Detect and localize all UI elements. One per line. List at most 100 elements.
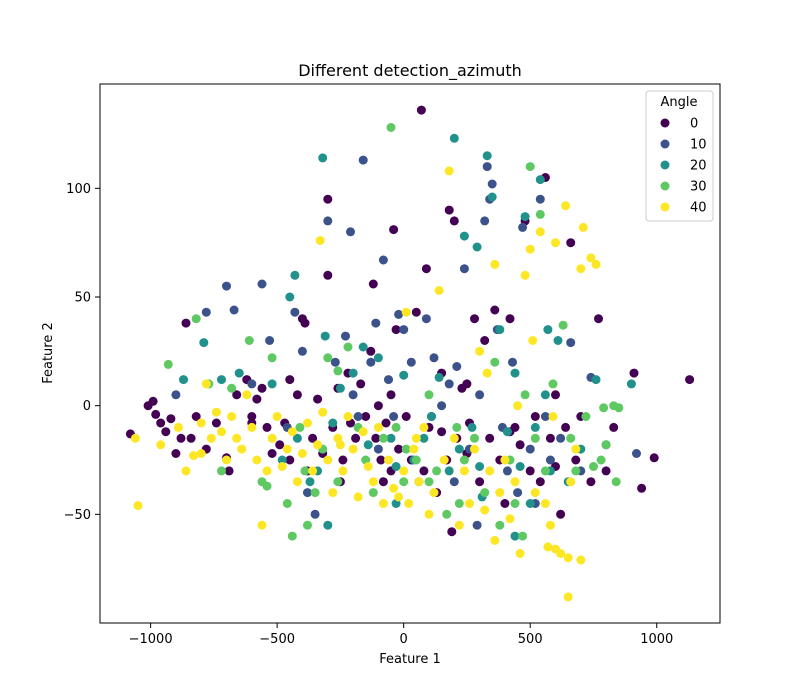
- data-point: [510, 531, 520, 541]
- data-point: [320, 331, 330, 341]
- data-point: [611, 477, 621, 487]
- data-point: [277, 455, 287, 465]
- data-point: [571, 455, 581, 465]
- data-point: [508, 357, 517, 367]
- data-point: [578, 222, 588, 232]
- data-point: [373, 444, 383, 454]
- data-point: [576, 555, 586, 565]
- data-point: [232, 433, 242, 443]
- data-point: [346, 227, 355, 237]
- x-tick-label: 500: [518, 632, 543, 647]
- data-point: [452, 422, 462, 432]
- legend-marker: [660, 202, 670, 212]
- data-point: [323, 520, 333, 530]
- data-point: [358, 155, 368, 165]
- legend-label: 10: [690, 138, 707, 153]
- data-point: [186, 433, 196, 443]
- data-point: [502, 427, 512, 437]
- data-point: [586, 253, 596, 263]
- data-point: [475, 390, 485, 400]
- data-point: [292, 390, 302, 400]
- data-point: [601, 466, 611, 476]
- data-point: [586, 477, 596, 487]
- data-point: [551, 544, 560, 554]
- data-point: [323, 216, 333, 226]
- data-point: [148, 396, 158, 406]
- data-point: [300, 318, 310, 328]
- data-point: [386, 390, 396, 400]
- data-point: [475, 462, 485, 471]
- data-point: [591, 375, 601, 385]
- data-point: [459, 231, 469, 241]
- data-point: [510, 477, 520, 487]
- data-point: [310, 509, 320, 519]
- data-point: [406, 357, 416, 367]
- data-point: [287, 531, 297, 541]
- data-point: [505, 314, 515, 324]
- data-point: [500, 499, 510, 508]
- data-point: [442, 509, 452, 519]
- data-point: [525, 444, 535, 454]
- data-point: [465, 499, 474, 508]
- data-point: [434, 286, 444, 295]
- y-tick-label: 50: [74, 290, 91, 305]
- data-point: [490, 259, 500, 269]
- data-point: [482, 151, 492, 161]
- data-point: [191, 412, 201, 421]
- data-point: [242, 390, 252, 400]
- data-point: [470, 314, 479, 324]
- data-point: [571, 444, 581, 454]
- data-point: [308, 433, 318, 443]
- data-point: [290, 307, 300, 317]
- data-point: [475, 477, 485, 487]
- data-point: [227, 383, 237, 393]
- data-point: [371, 318, 381, 328]
- data-point: [480, 216, 490, 226]
- data-point: [427, 412, 436, 421]
- data-point: [384, 375, 393, 385]
- y-tick-label: 100: [66, 182, 91, 197]
- data-point: [191, 314, 201, 324]
- data-point: [318, 153, 328, 163]
- data-point: [411, 433, 421, 443]
- data-point: [495, 488, 505, 498]
- data-point: [163, 359, 173, 369]
- legend-marker: [660, 160, 670, 170]
- data-point: [399, 477, 409, 487]
- data-point: [563, 553, 573, 563]
- data-point: [649, 453, 659, 463]
- data-point: [156, 440, 166, 450]
- data-point: [556, 433, 566, 443]
- data-point: [247, 379, 257, 389]
- data-point: [328, 418, 338, 428]
- data-point: [247, 422, 257, 432]
- data-point: [589, 462, 598, 471]
- data-point: [434, 372, 444, 382]
- legend-label: 30: [690, 180, 707, 195]
- data-point: [487, 179, 497, 189]
- data-point: [540, 390, 550, 400]
- data-point: [285, 292, 295, 302]
- data-point: [176, 433, 186, 443]
- data-point: [472, 520, 482, 530]
- data-point: [328, 488, 338, 498]
- data-point: [475, 346, 485, 356]
- legend-items: 0 10 20 30 40: [660, 117, 707, 216]
- data-point: [543, 325, 553, 335]
- data-point: [480, 488, 490, 498]
- data-point: [151, 409, 161, 419]
- data-point: [525, 466, 535, 476]
- data-point: [189, 451, 199, 461]
- data-point: [244, 336, 254, 345]
- data-point: [551, 390, 560, 400]
- data-point: [368, 488, 378, 498]
- data-point: [287, 427, 297, 437]
- data-point: [252, 455, 262, 465]
- data-point: [333, 477, 343, 487]
- data-point: [211, 418, 221, 428]
- data-point: [290, 270, 300, 280]
- data-point: [353, 412, 363, 421]
- data-point: [470, 444, 479, 454]
- data-point: [358, 427, 368, 437]
- data-point: [323, 353, 333, 363]
